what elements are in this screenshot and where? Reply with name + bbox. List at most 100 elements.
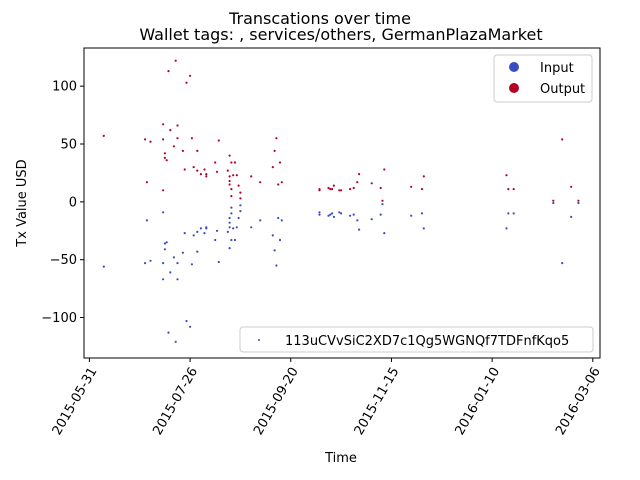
data-point bbox=[273, 249, 276, 252]
data-point bbox=[370, 218, 373, 221]
data-point bbox=[271, 234, 274, 237]
data-point bbox=[237, 216, 240, 220]
data-point bbox=[167, 70, 170, 73]
data-point bbox=[172, 145, 175, 148]
data-point bbox=[144, 138, 147, 141]
x-tick-label: 2015-05-31 bbox=[50, 365, 101, 438]
legend-input-label: Input bbox=[540, 61, 574, 76]
data-point bbox=[145, 181, 148, 184]
data-point bbox=[277, 216, 280, 220]
data-point bbox=[189, 325, 192, 328]
data-point bbox=[165, 241, 168, 244]
y-tick-label: 0 bbox=[69, 195, 77, 210]
data-point bbox=[228, 226, 231, 229]
data-point bbox=[379, 213, 382, 216]
data-point bbox=[228, 216, 231, 220]
data-point bbox=[230, 188, 233, 191]
data-point bbox=[577, 201, 580, 205]
data-point bbox=[196, 250, 199, 253]
y-tick-label: 100 bbox=[52, 80, 77, 95]
data-point bbox=[176, 137, 179, 140]
data-point bbox=[228, 179, 231, 183]
data-point bbox=[420, 212, 424, 215]
data-point bbox=[331, 188, 334, 191]
x-tick-label: 2016-01-10 bbox=[452, 365, 503, 438]
data-point bbox=[332, 184, 335, 187]
plot-frame bbox=[83, 47, 601, 359]
legend-top: Input Output bbox=[493, 54, 593, 103]
data-point bbox=[190, 137, 193, 140]
data-point bbox=[163, 152, 166, 155]
data-point bbox=[230, 161, 233, 164]
data-point bbox=[383, 232, 386, 235]
data-point bbox=[232, 174, 235, 177]
data-point bbox=[318, 213, 321, 216]
data-point bbox=[226, 230, 229, 233]
chart-title: Transcations over time bbox=[228, 9, 411, 28]
data-point bbox=[214, 161, 217, 164]
data-point bbox=[383, 168, 386, 171]
data-point bbox=[162, 189, 165, 192]
data-point bbox=[512, 188, 515, 191]
legend-output-label: Output bbox=[540, 82, 585, 97]
x-tick-label: 2016-03-06 bbox=[553, 365, 604, 438]
data-point bbox=[410, 214, 413, 217]
data-point bbox=[250, 175, 253, 178]
data-point bbox=[237, 184, 240, 187]
data-point bbox=[167, 331, 170, 334]
data-point bbox=[214, 238, 217, 242]
data-point bbox=[162, 211, 165, 214]
data-point bbox=[410, 185, 413, 188]
data-point bbox=[102, 134, 105, 137]
data-point bbox=[379, 186, 382, 190]
data-point bbox=[196, 169, 199, 172]
data-point bbox=[381, 199, 384, 202]
data-point bbox=[176, 262, 179, 265]
chart-subtitle: Wallet tags: , services/others, GermanPl… bbox=[139, 25, 542, 44]
data-point bbox=[145, 219, 148, 222]
data-point bbox=[349, 188, 352, 191]
data-point bbox=[352, 213, 355, 216]
data-point bbox=[228, 183, 231, 186]
data-point bbox=[280, 181, 283, 184]
data-point bbox=[163, 242, 166, 245]
data-point bbox=[340, 189, 343, 192]
data-point bbox=[230, 206, 233, 209]
data-point bbox=[352, 186, 355, 190]
series-output bbox=[102, 59, 580, 202]
legend-input-marker bbox=[509, 62, 519, 72]
data-point bbox=[205, 226, 208, 229]
data-point bbox=[356, 181, 359, 184]
data-point bbox=[196, 230, 199, 233]
data-point bbox=[196, 149, 199, 152]
data-point bbox=[149, 140, 152, 143]
data-point bbox=[318, 189, 321, 192]
data-point bbox=[228, 154, 231, 157]
data-point bbox=[570, 185, 573, 188]
data-point bbox=[507, 188, 510, 191]
data-point bbox=[259, 219, 262, 222]
legend-bottom: 113uCVvSiC2XD7c1Qg5WGNQf7TDFnfKqo5 bbox=[239, 326, 594, 353]
data-point bbox=[250, 226, 253, 229]
data-point bbox=[205, 175, 208, 178]
data-point bbox=[163, 156, 166, 159]
data-point bbox=[144, 262, 147, 265]
data-point bbox=[275, 137, 278, 140]
data-point bbox=[577, 199, 580, 202]
data-point bbox=[338, 189, 341, 192]
data-point bbox=[552, 201, 555, 205]
data-point bbox=[349, 214, 352, 217]
data-point bbox=[278, 238, 282, 242]
data-point bbox=[176, 278, 179, 281]
data-point bbox=[192, 166, 195, 169]
data-point bbox=[280, 219, 283, 222]
series-input bbox=[102, 201, 580, 343]
data-point bbox=[329, 188, 332, 191]
data-point bbox=[561, 138, 564, 141]
data-point bbox=[239, 197, 242, 200]
data-point bbox=[230, 195, 233, 198]
data-point bbox=[169, 129, 172, 132]
data-point bbox=[239, 191, 242, 194]
ticks-layer: 2015-05-31 2015-07-26 2015-09-20 2015-11-15… bbox=[41, 80, 604, 438]
data-point bbox=[102, 265, 105, 268]
